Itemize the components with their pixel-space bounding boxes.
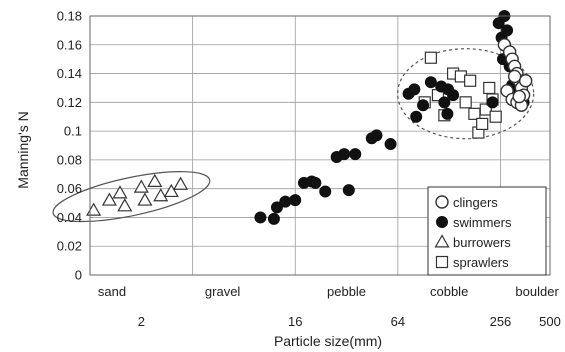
swimmers-point (309, 176, 322, 189)
sprawlers-point (489, 110, 502, 123)
legend-label-clingers: clingers (453, 195, 498, 210)
swimmers-point (319, 185, 332, 198)
swimmers-point (486, 96, 499, 109)
burrowers-point (133, 179, 149, 193)
plot-frame (89, 15, 551, 276)
size-class-label: sand (98, 284, 126, 299)
swimmers-point (384, 138, 397, 151)
swimmers-point (342, 184, 355, 197)
x-tick-label: 256 (490, 314, 512, 329)
swimmers-point (349, 148, 362, 161)
burrowers-point (117, 198, 133, 212)
y-tick-label: 0.14 (57, 66, 82, 81)
swimmers-point (417, 99, 430, 112)
legend-label-swimmers: swimmers (453, 215, 512, 230)
sprawlers-point (464, 74, 477, 87)
x-tick-label: 500 (539, 314, 561, 329)
swimmers-point (254, 211, 267, 224)
y-axis-title: Manning's N (15, 111, 31, 188)
sprawlers-ellipse (397, 48, 535, 140)
x-tick-label: 64 (391, 314, 405, 329)
sprawlers-point (424, 51, 437, 64)
swimmers-point (270, 201, 283, 214)
sprawlers-point (479, 103, 492, 116)
burrowers-point (173, 176, 189, 190)
burrowers-ellipse (52, 171, 211, 223)
swimmers-point (438, 96, 451, 109)
size-class-label: pebble (327, 284, 366, 299)
size-class-label: boulder (515, 284, 559, 299)
burrowers-point (137, 192, 153, 206)
legend-items: clingers swimmers burrowers sprawlers (434, 195, 512, 270)
cluster-ellipses (52, 48, 535, 223)
swimmers-point (441, 107, 454, 120)
sprawlers-point (468, 107, 481, 120)
y-tick-label: 0.16 (57, 37, 82, 52)
legend-marker-sprawlers (435, 255, 449, 269)
burrowers-point (153, 188, 169, 202)
y-tick-label: 0.02 (57, 239, 82, 254)
legend-marker-burrowers (434, 234, 450, 248)
sprawlers-point (476, 117, 489, 131)
swimmers-point (424, 76, 437, 89)
swimmers-point (267, 212, 280, 225)
burrowers-point (147, 173, 163, 187)
y-tick-label: 0.1 (64, 124, 82, 139)
burrowers-point (163, 183, 179, 198)
swimmers-point (501, 24, 514, 37)
y-tick-label: 0.18 (57, 9, 82, 24)
clingers-point (518, 74, 533, 88)
x-axis-title: Particle size(mm) (274, 333, 382, 349)
legend: clingers swimmers burrowers sprawlers (427, 186, 547, 276)
swimmers-point (338, 148, 351, 161)
legend-marker-clingers (435, 195, 449, 209)
burrowers-point (101, 192, 117, 206)
data-points (86, 10, 533, 225)
burrowers-point (86, 202, 102, 216)
clingers-point (507, 69, 522, 84)
sprawlers-point (483, 81, 496, 95)
axes: 0 0.02 0.04 0.06 0.08 0.1 0.12 0.14 0.16 0.18 sand… (57, 9, 561, 330)
x-tick-label: 16 (288, 314, 302, 329)
swimmers-point (447, 89, 460, 102)
y-tick-label: 0 (75, 268, 82, 283)
x-tick-label: 2 (138, 314, 145, 329)
y-tick-label: 0.12 (57, 95, 82, 110)
legend-marker-swimmers (436, 216, 448, 228)
legend-label-burrowers: burrowers (453, 235, 511, 250)
swimmers-point (289, 194, 302, 207)
y-tick-label: 0.08 (57, 152, 82, 167)
legend-label-sprawlers: sprawlers (453, 255, 509, 270)
swimmers-point (410, 110, 423, 123)
swimmers-point (408, 83, 421, 96)
size-class-label: cobble (430, 284, 468, 299)
y-tick-label: 0.04 (57, 210, 82, 225)
size-class-label: gravel (205, 284, 241, 299)
sprawlers-point (459, 96, 472, 109)
burrowers-point (112, 185, 128, 199)
y-tick-label: 0.06 (57, 181, 82, 196)
swimmers-point (279, 195, 292, 208)
clingers-point (512, 89, 526, 104)
swimmers-point (370, 129, 383, 142)
